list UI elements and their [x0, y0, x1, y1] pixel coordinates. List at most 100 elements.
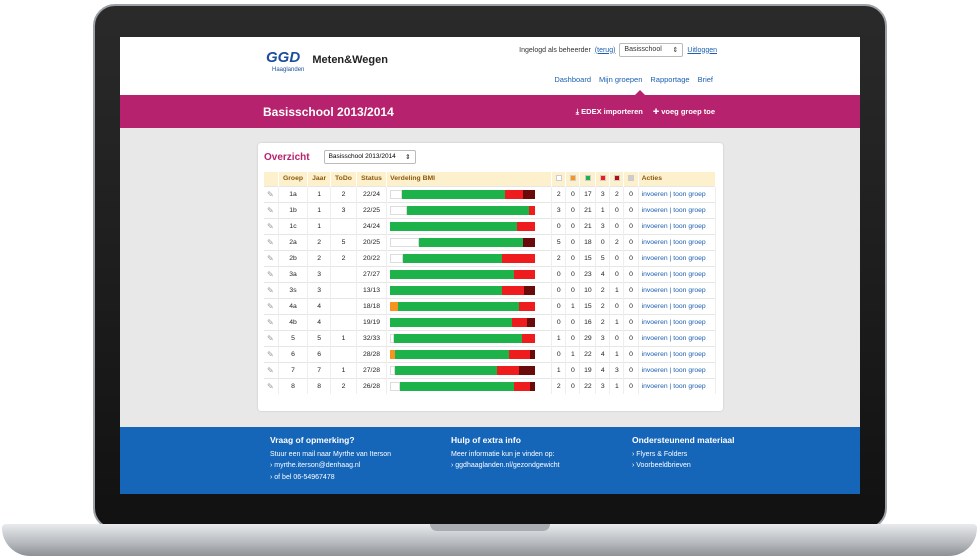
- back-link[interactable]: (terug): [594, 46, 616, 54]
- edit-cell[interactable]: ✎: [264, 185, 279, 202]
- toon-groep-link[interactable]: toon groep: [673, 238, 706, 246]
- legend-swatch: [613, 174, 620, 181]
- year-select[interactable]: Basisschool 2013/2014 ⇕: [323, 150, 416, 164]
- bmi-segment: [514, 381, 530, 391]
- pencil-icon[interactable]: ✎: [267, 365, 274, 375]
- toon-groep-link[interactable]: toon groep: [673, 206, 706, 214]
- logout-link[interactable]: Uitloggen: [687, 46, 717, 54]
- toon-groep-link[interactable]: toon groep: [673, 222, 706, 230]
- edit-cell[interactable]: ✎: [264, 249, 279, 266]
- nav-active-pointer: [635, 90, 645, 95]
- action-separator: |: [667, 318, 674, 326]
- pencil-icon[interactable]: ✎: [267, 381, 274, 391]
- bmi-bar: [390, 189, 536, 199]
- pencil-icon[interactable]: ✎: [267, 269, 274, 279]
- toon-groep-link[interactable]: toon groep: [673, 366, 706, 374]
- cell-count: 0: [551, 313, 567, 330]
- edit-cell[interactable]: ✎: [264, 377, 279, 394]
- edit-cell[interactable]: ✎: [264, 201, 279, 218]
- invoeren-link[interactable]: invoeren: [641, 334, 668, 342]
- edit-cell[interactable]: ✎: [264, 329, 279, 346]
- toon-groep-link[interactable]: toon groep: [673, 350, 706, 358]
- invoeren-link[interactable]: invoeren: [641, 222, 668, 230]
- invoeren-link[interactable]: invoeren: [641, 302, 668, 310]
- pencil-icon[interactable]: ✎: [267, 237, 274, 247]
- pencil-icon[interactable]: ✎: [267, 349, 274, 359]
- invoeren-link[interactable]: invoeren: [641, 270, 668, 278]
- invoeren-link[interactable]: invoeren: [641, 350, 668, 358]
- invoeren-link[interactable]: invoeren: [641, 254, 668, 262]
- invoeren-link[interactable]: invoeren: [641, 238, 668, 246]
- footer-letters-link[interactable]: › Voorbeeldbrieven: [632, 462, 691, 469]
- updown-icon: ⇕: [672, 47, 679, 54]
- cell-bmi-bar: [386, 297, 553, 314]
- nav-dashboard[interactable]: Dashboard: [554, 75, 592, 84]
- toon-groep-link[interactable]: toon groep: [673, 334, 706, 342]
- bmi-segment: [513, 269, 536, 279]
- nav-rapportage[interactable]: Rapportage: [650, 75, 690, 84]
- cell-groep: 1b: [278, 201, 309, 218]
- nav-brief[interactable]: Brief: [697, 75, 713, 84]
- edex-import-button[interactable]: ⤓ EDEX importeren: [576, 107, 643, 117]
- cell-count: 0: [623, 249, 639, 266]
- bmi-segment: [398, 301, 519, 311]
- invoeren-link[interactable]: invoeren: [641, 318, 668, 326]
- cell-jaar: 1: [307, 185, 332, 202]
- cell-todo: [330, 217, 357, 234]
- pencil-icon[interactable]: ✎: [267, 317, 274, 327]
- footer-flyers-link[interactable]: › Flyers & Folders: [632, 450, 688, 458]
- footer-col-help: Hulp of extra info Meer informatie kun j…: [451, 435, 560, 472]
- bmi-segment: [390, 317, 513, 327]
- logo[interactable]: GGD Haaglanden Meten&Wegen: [266, 49, 388, 74]
- header-bmi: Verdeling BMI: [386, 172, 553, 186]
- invoeren-link[interactable]: invoeren: [641, 366, 668, 374]
- toon-groep-link[interactable]: toon groep: [673, 270, 706, 278]
- edit-cell[interactable]: ✎: [264, 233, 279, 250]
- pencil-icon[interactable]: ✎: [267, 285, 274, 295]
- toon-groep-link[interactable]: toon groep: [673, 302, 706, 310]
- edit-cell[interactable]: ✎: [264, 265, 279, 282]
- edit-cell[interactable]: ✎: [264, 297, 279, 314]
- footer-phone-link[interactable]: › of bel 06-54967478: [270, 473, 335, 481]
- cell-count: 5: [595, 249, 611, 266]
- toon-groep-link[interactable]: toon groep: [673, 286, 706, 294]
- pencil-icon[interactable]: ✎: [267, 189, 274, 199]
- invoeren-link[interactable]: invoeren: [641, 286, 668, 294]
- edit-cell[interactable]: ✎: [264, 281, 279, 298]
- action-separator: |: [667, 270, 674, 278]
- cell-count: 2: [595, 281, 611, 298]
- bmi-segment: [523, 189, 536, 199]
- pencil-icon[interactable]: ✎: [267, 221, 274, 231]
- bmi-segment: [504, 189, 523, 199]
- edit-cell[interactable]: ✎: [264, 345, 279, 362]
- school-select[interactable]: Basisschool ⇕: [619, 43, 684, 57]
- toon-groep-link[interactable]: toon groep: [673, 318, 706, 326]
- invoeren-link[interactable]: invoeren: [641, 190, 668, 198]
- cell-status: 20/25: [356, 233, 388, 250]
- footer-email-link[interactable]: › myrthe.iterson@denhaag.nl: [270, 462, 361, 469]
- cell-todo: [330, 297, 357, 314]
- footer-website-link[interactable]: › ggdhaaglanden.nl/gezondgewicht: [451, 462, 560, 469]
- pencil-icon[interactable]: ✎: [267, 253, 274, 263]
- toon-groep-link[interactable]: toon groep: [673, 254, 706, 262]
- table-row: ✎ 3a 3 27/27 0 0 23 4 0 0 invoeren | toon groep: [264, 265, 717, 282]
- bmi-segment: [518, 365, 536, 375]
- pencil-icon[interactable]: ✎: [267, 205, 274, 215]
- cell-count: 29: [579, 329, 597, 346]
- cell-jaar: 6: [307, 345, 332, 362]
- edit-cell[interactable]: ✎: [264, 217, 279, 234]
- cell-count: 0: [609, 329, 625, 346]
- header-edit: [264, 172, 279, 186]
- toon-groep-link[interactable]: toon groep: [673, 190, 706, 198]
- invoeren-link[interactable]: invoeren: [641, 382, 668, 390]
- invoeren-link[interactable]: invoeren: [641, 206, 668, 214]
- nav-mijn-groepen[interactable]: Mijn groepen: [599, 75, 643, 84]
- pencil-icon[interactable]: ✎: [267, 333, 274, 343]
- add-group-button[interactable]: ✚ voeg groep toe: [653, 107, 715, 117]
- action-separator: |: [667, 382, 674, 390]
- cell-count: 3: [595, 185, 611, 202]
- toon-groep-link[interactable]: toon groep: [673, 382, 706, 390]
- edit-cell[interactable]: ✎: [264, 313, 279, 330]
- pencil-icon[interactable]: ✎: [267, 301, 274, 311]
- edit-cell[interactable]: ✎: [264, 361, 279, 378]
